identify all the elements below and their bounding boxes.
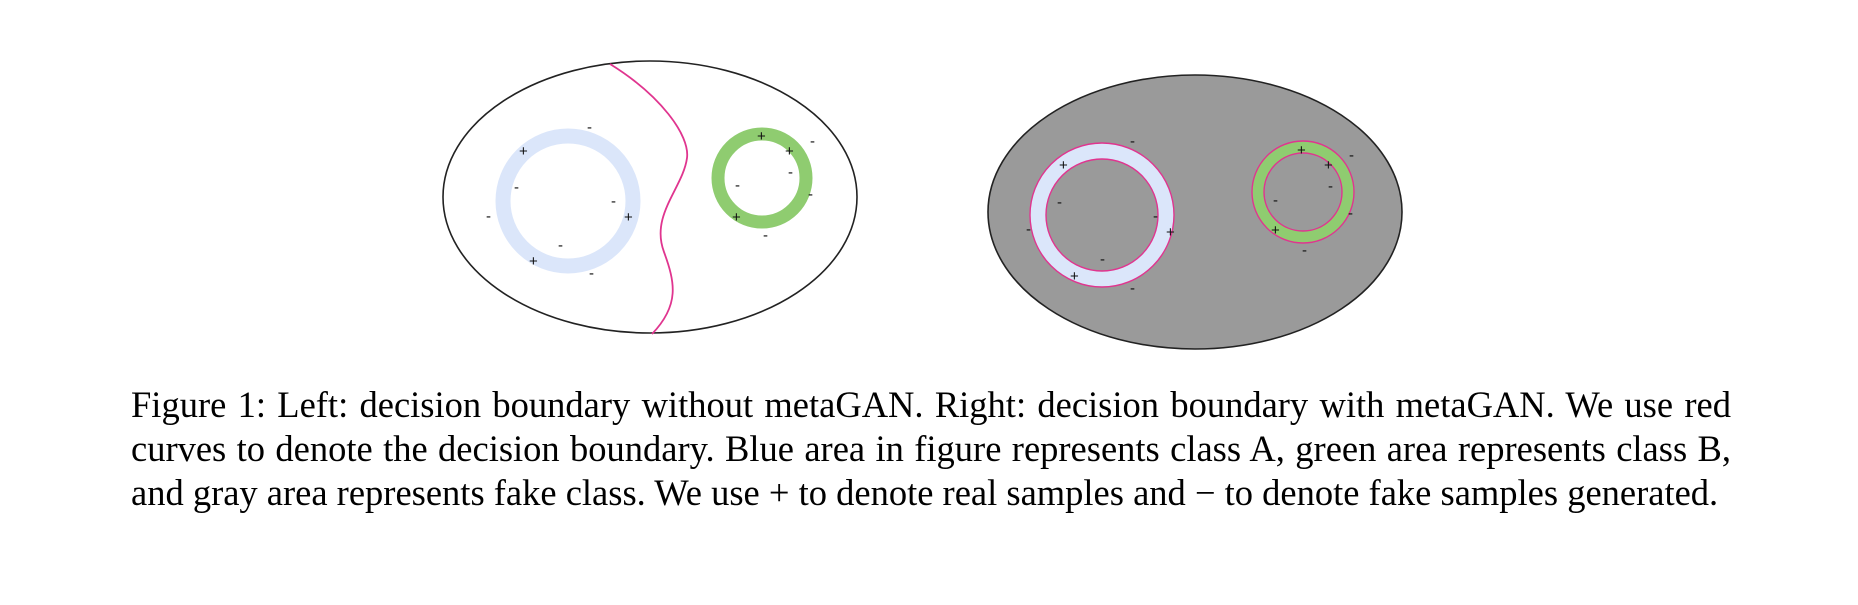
right-class-b-inner-boundary [1263,152,1343,232]
sample-symbol: + [1166,224,1175,241]
right-class-b-ring [1252,141,1354,243]
sample-symbol: + [1059,157,1068,174]
sample-symbol: + [1271,222,1280,239]
sample-symbol: + [519,143,528,160]
sample-symbol: - [611,193,616,210]
sample-symbol: + [529,253,538,270]
sample-symbol: - [486,208,491,225]
sample-symbol: - [587,119,592,136]
sample-symbol: - [1302,242,1307,259]
sample-symbol: - [735,177,740,194]
sample-symbol: - [1153,208,1158,225]
right-class-a-outer-boundary [1029,142,1175,288]
left-class-a-ring [495,128,641,274]
right-class-b-outer-boundary [1251,140,1355,244]
sample-symbol: - [1273,192,1278,209]
caption-text: to denote real samples and [789,472,1195,513]
sample-symbol: - [1130,280,1135,297]
sample-symbol: + [1070,268,1079,285]
caption-text: to denote fake samples generated. [1215,472,1719,513]
figure-caption: Figure 1: Left: decision boundary withou… [131,383,1731,515]
sample-symbol: - [763,227,768,244]
sample-symbol: - [1328,178,1333,195]
right-panel: - + - - - + - + - + - + - - - + - [987,74,1403,350]
sample-symbol: + [785,143,794,160]
sample-symbol: - [558,237,563,254]
sample-symbol: - [1100,251,1105,268]
figure-illustration: + - - - - + - + - + - + - - - + - - [442,60,1403,350]
left-class-b-ring [711,127,813,229]
sample-symbol: - [589,265,594,282]
sample-symbol: - [1348,205,1353,222]
sample-symbol: + [624,209,633,226]
sample-symbol: - [788,164,793,181]
sample-symbol: + [1324,157,1333,174]
right-class-a-ring [1030,143,1174,287]
caption-text: Figure 1: Left: decision boundary withou… [131,384,1731,513]
sample-symbol: - [810,133,815,150]
left-decision-boundary [609,63,688,335]
sample-symbol: + [757,128,766,145]
left-panel: + - - - - + - + - + - + - - - + - [442,60,858,335]
right-class-a-inner-boundary [1045,158,1159,272]
plus-symbol: + [768,472,790,513]
sample-symbol: + [732,209,741,226]
sample-symbol: - [808,186,813,203]
left-samples: + - - - - + - + - + - + - - - + - [486,119,815,282]
sample-symbol: - [514,179,519,196]
sample-symbol: - [1130,133,1135,150]
right-samples: - + - - - + - + - + - + - - - + - [1026,133,1354,297]
sample-symbol: + [1297,142,1306,159]
minus-symbol: − [1194,472,1216,513]
sample-symbol: - [1057,194,1062,211]
sample-symbol: - [1026,221,1031,238]
sample-symbol: - [1349,147,1354,164]
